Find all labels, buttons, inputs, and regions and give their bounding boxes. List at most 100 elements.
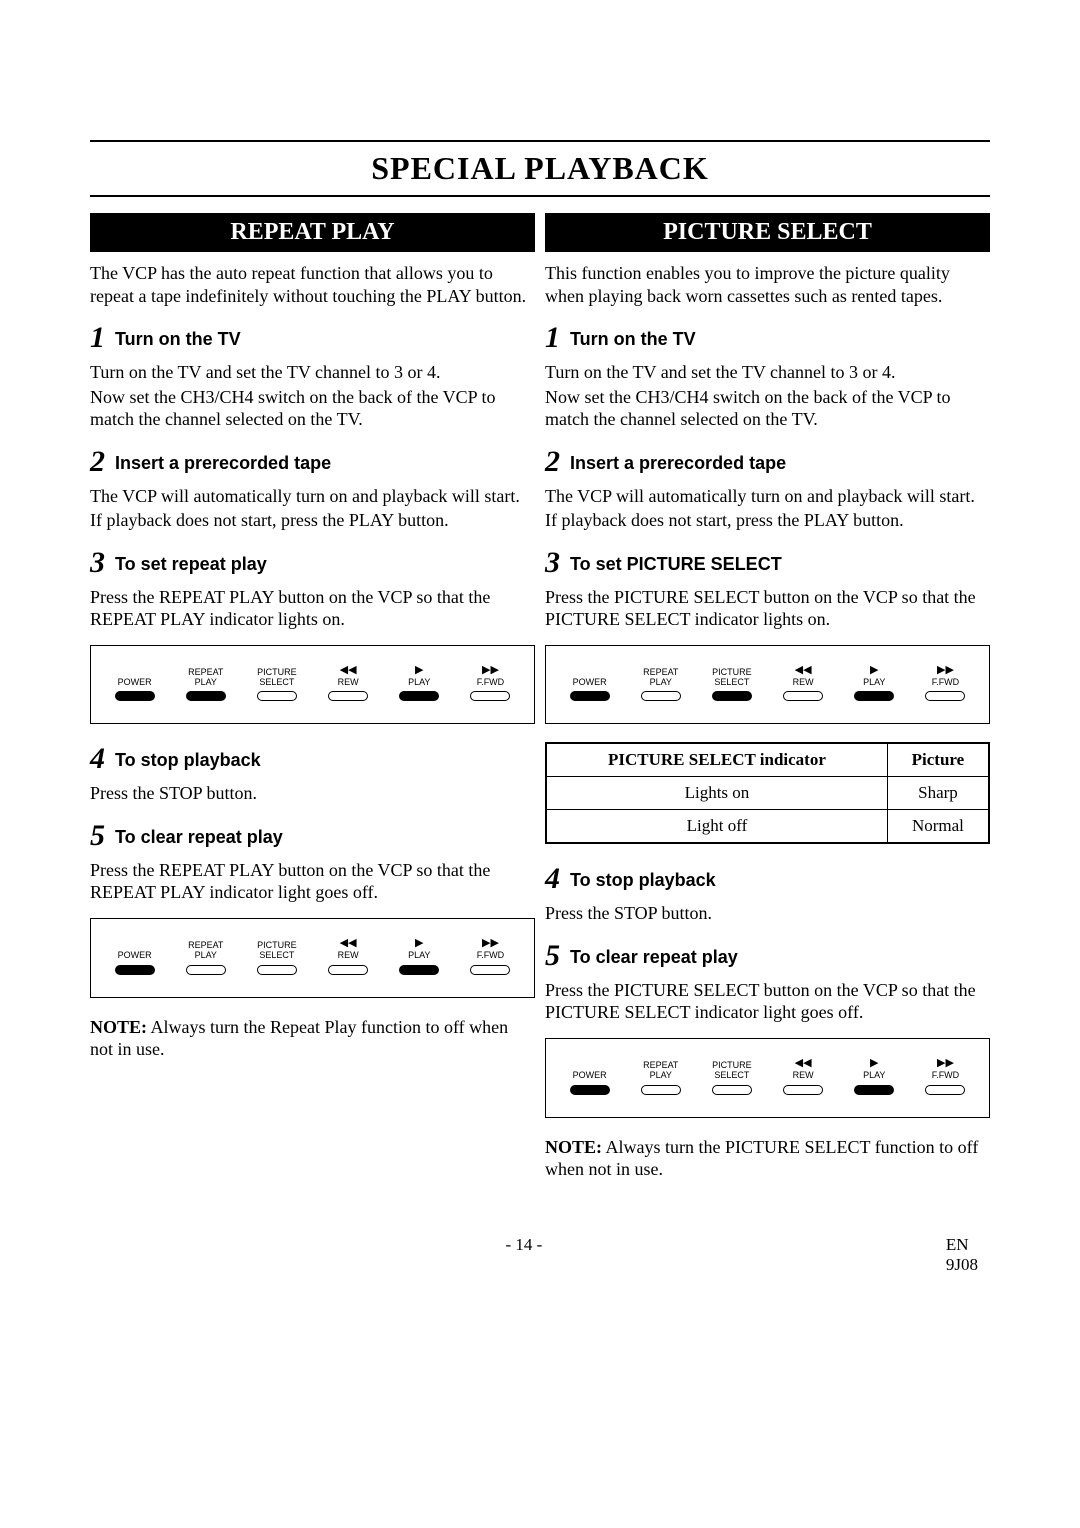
- indicator-item: REPEAT PLAY: [172, 941, 239, 975]
- transport-icon: ▶: [870, 664, 878, 676]
- table-header: PICTURE SELECT indicator: [546, 743, 887, 777]
- indicator-label: REW: [793, 678, 814, 688]
- left-step-3: 3 To set repeat play: [90, 546, 535, 580]
- step-title: To clear repeat play: [570, 947, 738, 967]
- indicator-led: [783, 691, 823, 701]
- transport-icon: ◀◀: [340, 664, 357, 676]
- indicator-led: [115, 965, 155, 975]
- indicator-item: ▶PLAY: [386, 664, 453, 702]
- indicator-item: REPEAT PLAY: [627, 668, 694, 702]
- step-body: Turn on the TV and set the TV channel to…: [545, 361, 990, 384]
- indicator-label: F.FWD: [932, 1071, 960, 1081]
- step-number: 1: [90, 321, 105, 354]
- right-column: PICTURE SELECT This function enables you…: [545, 213, 990, 1195]
- indicator-item: ▶▶F.FWD: [457, 664, 524, 702]
- indicator-item: ▶▶F.FWD: [457, 937, 524, 975]
- indicator-led: [641, 1085, 681, 1095]
- transport-icon: ▶▶: [482, 664, 499, 676]
- indicator-led: [854, 691, 894, 701]
- transport-icon: ▶▶: [482, 937, 499, 949]
- step-title: To set repeat play: [115, 554, 267, 574]
- indicator-item: ◀◀REW: [770, 664, 837, 702]
- transport-icon: ▶: [415, 937, 423, 949]
- step-body: The VCP will automatically turn on and p…: [545, 485, 990, 508]
- indicator-item: PICTURE SELECT: [698, 1061, 765, 1095]
- step-body: The VCP will automatically turn on and p…: [90, 485, 535, 508]
- indicator-label: F.FWD: [932, 678, 960, 688]
- indicator-item: POWER: [101, 951, 168, 975]
- indicator-item: ▶ PLAY: [841, 664, 908, 702]
- step-number: 5: [90, 819, 105, 852]
- table-cell: Lights on: [546, 777, 887, 810]
- indicator-item: ▶▶ F.FWD: [912, 1057, 979, 1095]
- left-step-5: 5 To clear repeat play: [90, 819, 535, 853]
- step-number: 1: [545, 321, 560, 354]
- indicator-item: ◀◀REW: [315, 664, 382, 702]
- transport-icon: ▶▶: [937, 1057, 954, 1069]
- step-number: 5: [545, 939, 560, 972]
- indicator-led: [186, 691, 226, 701]
- indicator-item: POWER: [556, 1071, 623, 1095]
- step-body: Press the STOP button.: [545, 902, 990, 925]
- transport-icon: ▶: [870, 1057, 878, 1069]
- indicator-item: ▶ PLAY: [386, 937, 453, 975]
- table-cell: Normal: [887, 810, 989, 844]
- indicator-led: [641, 691, 681, 701]
- right-step-2: 2 Insert a prerecorded tape: [545, 445, 990, 479]
- page-number: - 14 -: [506, 1235, 543, 1275]
- transport-icon: ◀◀: [340, 937, 357, 949]
- footer-codes: EN 9J08: [946, 1235, 978, 1275]
- indicator-led: [328, 965, 368, 975]
- indicator-item: ▶▶F.FWD: [912, 664, 979, 702]
- main-title: SPECIAL PLAYBACK: [90, 140, 990, 197]
- indicator-led: [470, 691, 510, 701]
- picture-select-header: PICTURE SELECT: [545, 213, 990, 252]
- indicator-led: [854, 1085, 894, 1095]
- indicator-led: [783, 1085, 823, 1095]
- indicator-label: REW: [338, 951, 359, 961]
- left-column: REPEAT PLAY The VCP has the auto repeat …: [90, 213, 535, 1195]
- indicator-led: [712, 691, 752, 701]
- indicator-led: [570, 691, 610, 701]
- step-body: Press the PICTURE SELECT button on the V…: [545, 979, 990, 1024]
- left-step-2: 2 Insert a prerecorded tape: [90, 445, 535, 479]
- indicator-label: POWER: [118, 678, 152, 688]
- step-title: Turn on the TV: [115, 329, 241, 349]
- indicator-led: [470, 965, 510, 975]
- indicator-label: REPEAT PLAY: [188, 668, 223, 688]
- step-body: Turn on the TV and set the TV channel to…: [90, 361, 535, 384]
- table-cell: Sharp: [887, 777, 989, 810]
- note-text: Always turn the Repeat Play function to …: [90, 1017, 508, 1060]
- indicator-label: PICTURE SELECT: [257, 941, 297, 961]
- indicator-item: ◀◀REW: [770, 1057, 837, 1095]
- indicator-label: PLAY: [863, 1071, 885, 1081]
- step-body: Press the REPEAT PLAY button on the VCP …: [90, 586, 535, 631]
- table-header: Picture: [887, 743, 989, 777]
- indicator-label: REPEAT PLAY: [188, 941, 223, 961]
- step-title: Turn on the TV: [570, 329, 696, 349]
- indicator-led: [399, 965, 439, 975]
- indicator-led: [399, 691, 439, 701]
- indicator-led: [186, 965, 226, 975]
- indicator-led: [570, 1085, 610, 1095]
- table-row: Light off Normal: [546, 810, 989, 844]
- table-row: Lights on Sharp: [546, 777, 989, 810]
- indicator-label: POWER: [118, 951, 152, 961]
- indicator-label: POWER: [573, 1071, 607, 1081]
- step-body: Now set the CH3/CH4 switch on the back o…: [545, 386, 990, 431]
- indicator-label: PICTURE SELECT: [712, 668, 752, 688]
- indicator-led: [925, 691, 965, 701]
- step-body: If playback does not start, press the PL…: [545, 509, 990, 532]
- indicator-led: [712, 1085, 752, 1095]
- step-number: 3: [90, 546, 105, 579]
- step-number: 4: [545, 862, 560, 895]
- indicator-label: PLAY: [408, 951, 430, 961]
- right-step-5: 5 To clear repeat play: [545, 939, 990, 973]
- step-title: To stop playback: [570, 870, 716, 890]
- left-note: NOTE: Always turn the Repeat Play functi…: [90, 1016, 535, 1061]
- indicator-led: [257, 965, 297, 975]
- indicator-label: PLAY: [863, 678, 885, 688]
- indicator-label: PICTURE SELECT: [712, 1061, 752, 1081]
- right-note: NOTE: Always turn the PICTURE SELECT fun…: [545, 1136, 990, 1181]
- step-number: 2: [545, 445, 560, 478]
